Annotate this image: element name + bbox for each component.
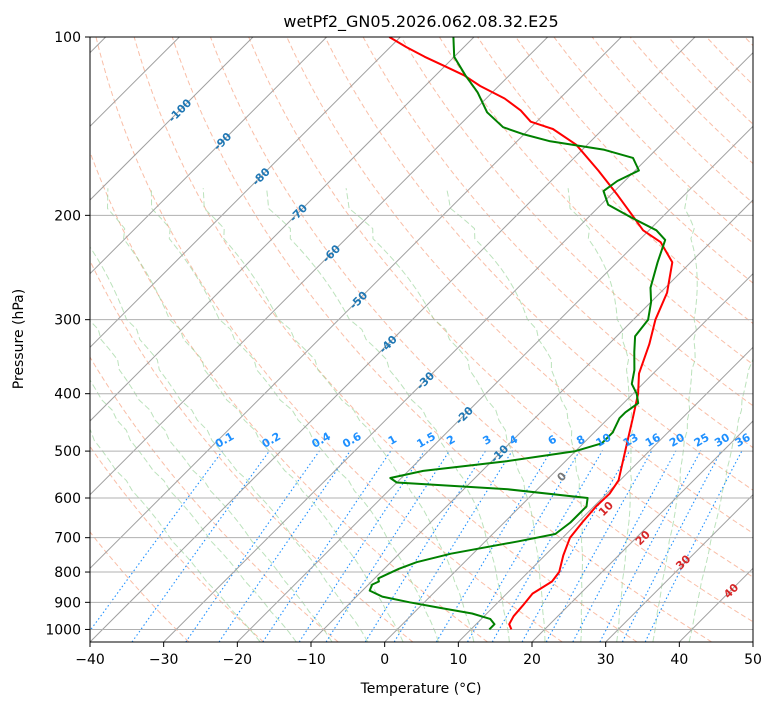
y-tick-label: 700 bbox=[54, 531, 81, 547]
grid-lines bbox=[90, 37, 753, 642]
mixing-ratio-line bbox=[491, 450, 604, 642]
dewpoint-profile bbox=[368, 37, 667, 631]
x-axis: −40 −30 −20 −10 0 10 20 30 40 50 bbox=[75, 642, 762, 668]
y-tick-label: 400 bbox=[54, 387, 81, 403]
x-tick-label: 50 bbox=[744, 652, 762, 668]
mixing-ratio-line bbox=[364, 450, 487, 642]
dry-adiabat bbox=[553, 37, 753, 244]
dry-adiabat bbox=[400, 37, 753, 407]
y-tick-label: 800 bbox=[54, 565, 81, 581]
dry-adiabat bbox=[95, 37, 563, 642]
dry-adiabat bbox=[591, 37, 753, 204]
dry-adiabat bbox=[171, 37, 712, 642]
isotherm-line bbox=[236, 125, 753, 642]
moist-adiabat bbox=[446, 188, 584, 642]
moist-adiabat bbox=[345, 188, 546, 642]
x-tick-label: −30 bbox=[149, 652, 179, 668]
x-tick-label: −40 bbox=[75, 652, 105, 668]
dry-adiabat bbox=[90, 150, 488, 642]
y-tick-label: 300 bbox=[54, 313, 81, 329]
dry-adiabat bbox=[90, 356, 339, 642]
moist-adiabat bbox=[652, 188, 698, 642]
mixing-ratio-line bbox=[572, 450, 677, 642]
dry-adiabat bbox=[90, 531, 190, 642]
isotherm-line bbox=[384, 272, 753, 642]
isotherm-line bbox=[90, 37, 401, 349]
isotherm-line bbox=[163, 51, 753, 642]
mixing-ratio-line bbox=[599, 450, 702, 642]
profile-lines bbox=[368, 37, 674, 631]
isotherm-line bbox=[310, 199, 753, 642]
dry-adiabat bbox=[90, 259, 414, 642]
isotherm-line bbox=[90, 37, 254, 201]
dry-adiabat bbox=[477, 37, 753, 325]
chart-title: wetPf2_GN05.2026.062.08.32.E25 bbox=[283, 12, 558, 32]
y-tick-label: 500 bbox=[54, 444, 81, 460]
isotherm-line bbox=[457, 346, 753, 642]
x-tick-label: 30 bbox=[597, 652, 615, 668]
x-tick-label: 40 bbox=[670, 652, 688, 668]
mixing-ratio-line bbox=[393, 450, 513, 642]
dry-adiabat bbox=[248, 37, 753, 578]
y-tick-label: 100 bbox=[54, 30, 81, 46]
x-axis-label: Temperature (°C) bbox=[360, 681, 482, 697]
isotherm-line bbox=[90, 37, 622, 570]
mixing-ratio-line bbox=[521, 450, 631, 642]
moist-adiabat bbox=[90, 428, 261, 642]
moist-adiabat bbox=[567, 188, 633, 642]
y-tick-label: 200 bbox=[54, 208, 81, 224]
y-axis-label: Pressure (hPa) bbox=[11, 289, 27, 389]
x-tick-label: 0 bbox=[380, 652, 389, 668]
mixing-ratio-line bbox=[185, 450, 321, 642]
moist-adiabat bbox=[90, 379, 297, 642]
isotherm-line bbox=[90, 37, 328, 275]
isotherm-line bbox=[605, 493, 753, 642]
isotherm-line bbox=[531, 420, 753, 642]
moist-adiabat bbox=[90, 246, 369, 642]
mixing-ratio-line bbox=[467, 450, 581, 642]
y-tick-label: 600 bbox=[54, 491, 81, 507]
plot-frame bbox=[89, 36, 754, 643]
y-axis: 1000 900 800 700 600 500 400 300 200 100 bbox=[45, 30, 90, 638]
moist-adiabat bbox=[106, 188, 404, 642]
x-tick-label: 10 bbox=[449, 652, 467, 668]
dry-adiabat bbox=[438, 37, 753, 366]
isotherm-line bbox=[90, 37, 549, 496]
isotherm-line bbox=[90, 37, 696, 642]
dry-adiabat bbox=[286, 37, 753, 534]
x-tick-label: −10 bbox=[296, 652, 326, 668]
x-tick-label: −20 bbox=[223, 652, 253, 668]
y-tick-label: 900 bbox=[54, 595, 81, 611]
x-tick-label: 20 bbox=[523, 652, 541, 668]
dry-adiabat bbox=[133, 37, 638, 642]
mixing-ratio-line bbox=[218, 450, 352, 642]
isotherm-line bbox=[90, 37, 475, 422]
background-lines bbox=[90, 37, 753, 642]
mixing-ratio-line bbox=[131, 450, 271, 642]
dry-adiabat bbox=[324, 37, 753, 491]
moist-adiabat bbox=[266, 188, 510, 642]
moist-adiabat bbox=[90, 320, 333, 642]
dry-adiabat bbox=[210, 37, 753, 623]
y-tick-label: 1000 bbox=[45, 622, 81, 638]
moist-adiabat bbox=[688, 354, 753, 642]
temperature-profile bbox=[388, 37, 674, 630]
